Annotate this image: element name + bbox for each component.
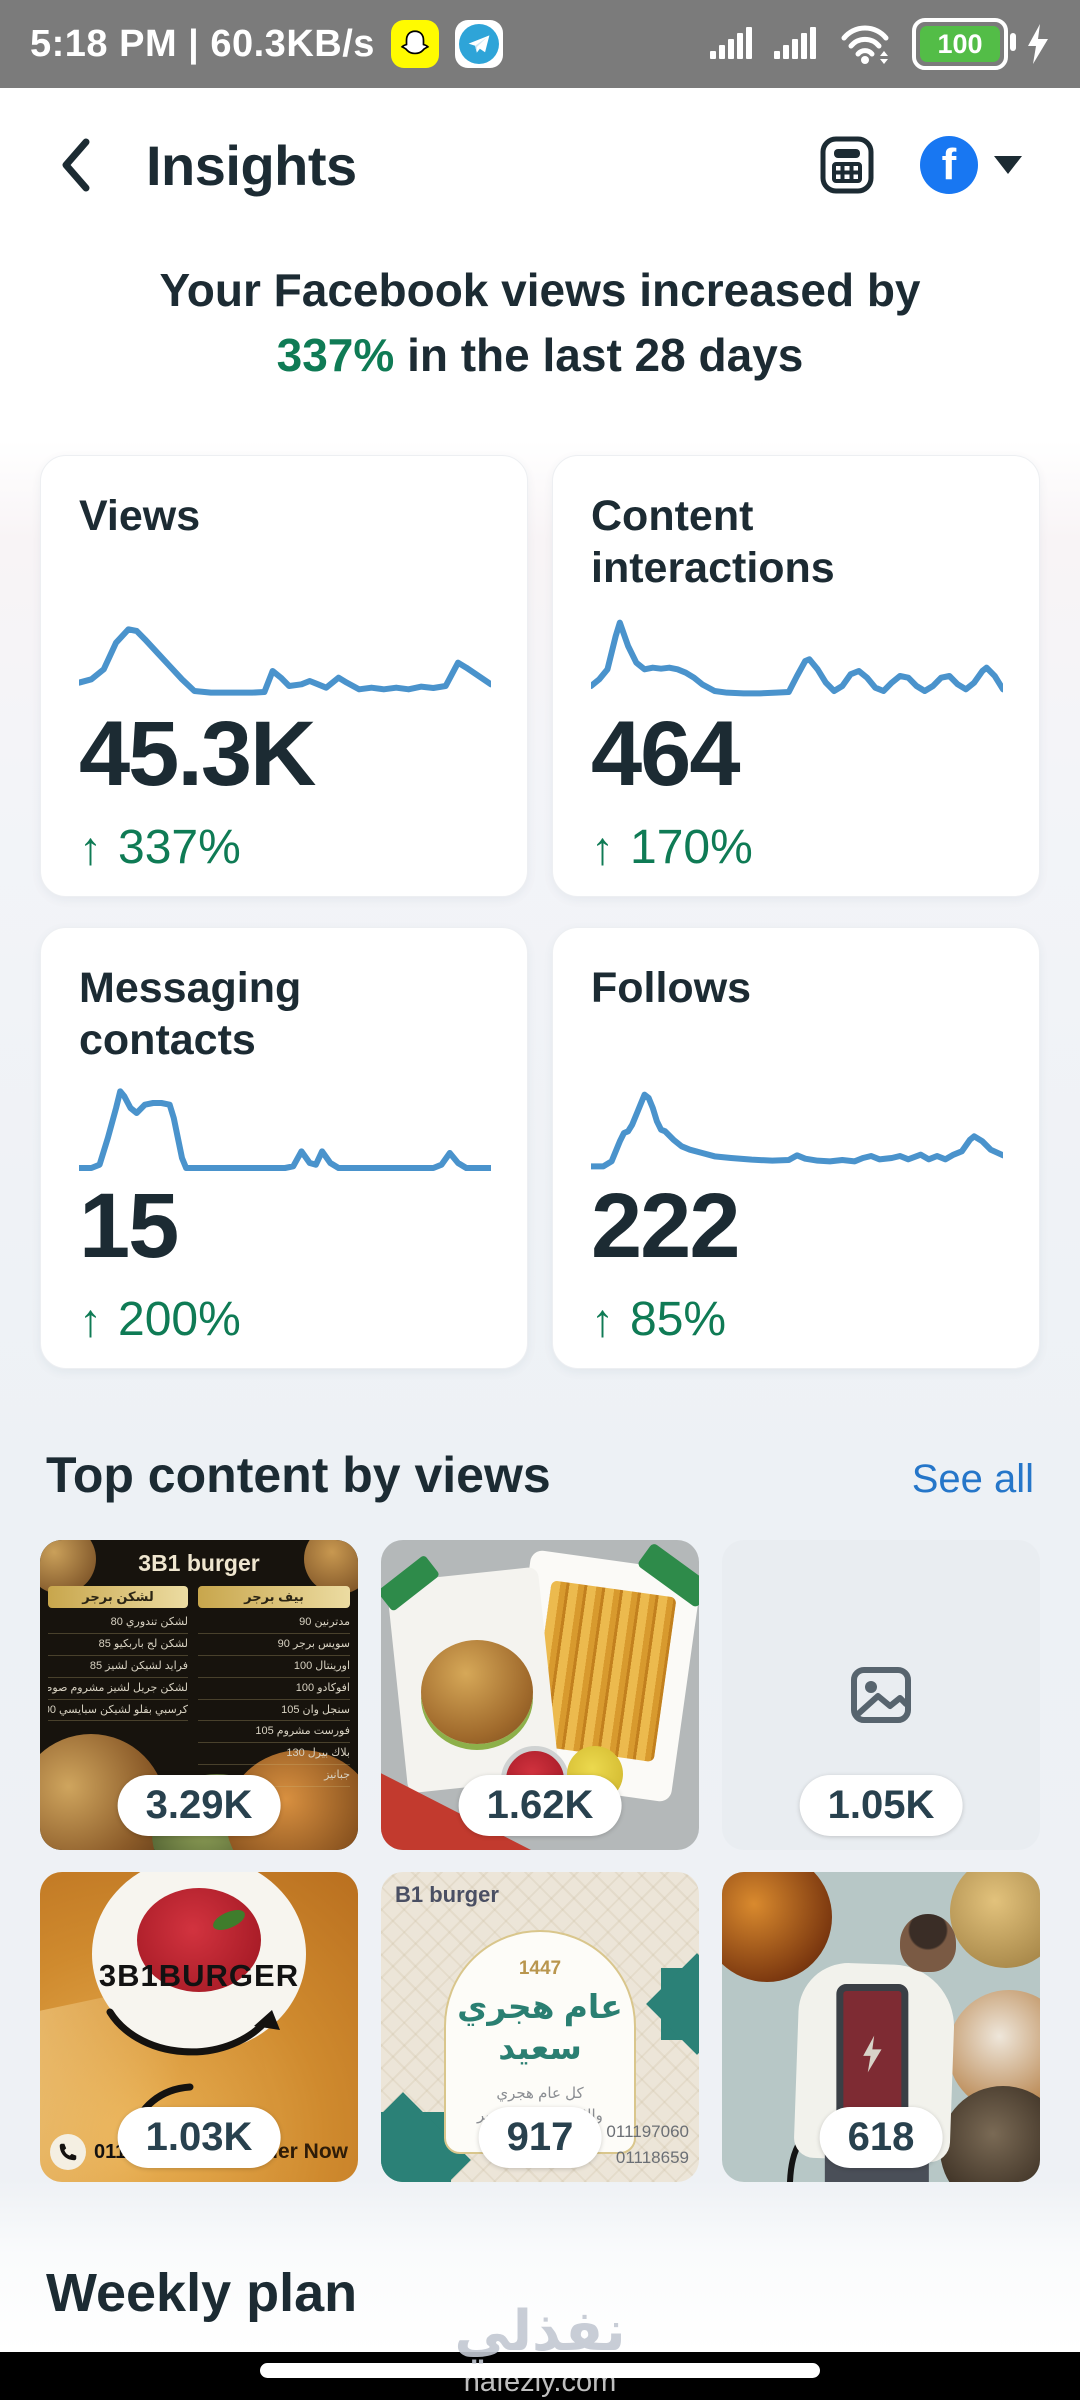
content-item-burger-fries[interactable]: 1.62K bbox=[381, 1540, 699, 1850]
metric-value: 45.3K bbox=[79, 703, 316, 805]
content-item-eid-card[interactable]: B1 burger 1447 عام هجري سعيد كل عام هجري… bbox=[381, 1872, 699, 2182]
app-header: Insights f bbox=[0, 100, 1080, 230]
phone-numbers: 011197060 01118659 bbox=[606, 2122, 689, 2167]
content-item-pizza-promo[interactable]: 3B1BURGER 01119706009 Order Now 1.03K bbox=[40, 1872, 358, 2182]
sparkline-chart bbox=[591, 1078, 1003, 1178]
content-item-menu[interactable]: 3B1 burger لشكن برجر لشكن تندوري 80 لشكن … bbox=[40, 1540, 358, 1850]
content-item-unavailable[interactable]: 1.05K bbox=[722, 1540, 1040, 1850]
top-content-grid: 3B1 burger لشكن برجر لشكن تندوري 80 لشكن … bbox=[40, 1540, 1040, 2182]
section-title: Top content by views bbox=[46, 1447, 551, 1503]
metric-title: Follows bbox=[591, 964, 752, 1012]
person-head bbox=[900, 1914, 957, 1972]
menu-title: 3B1 burger bbox=[138, 1550, 260, 1576]
see-all-link[interactable]: See all bbox=[911, 1457, 1034, 1501]
facebook-letter: f bbox=[941, 140, 957, 189]
status-right-icons: 100 bbox=[710, 18, 1050, 70]
battery-icon: 100 bbox=[912, 18, 1016, 70]
battery-level: 100 bbox=[937, 28, 983, 59]
metric-change-pct: 200% bbox=[118, 1293, 241, 1346]
menu-header: لشكن برجر bbox=[48, 1586, 188, 1608]
cell-signal-icon-2 bbox=[774, 27, 816, 59]
menu-column-right: بيف برجر مدترنين 90 سويس برجر 90 اورينتال … bbox=[198, 1586, 350, 1788]
metric-change-pct: 170% bbox=[630, 821, 753, 874]
page-title: Insights bbox=[146, 133, 357, 197]
star-decor bbox=[661, 1968, 699, 2040]
metric-card-views[interactable]: Views 45.3K ↑ 337% bbox=[40, 455, 528, 897]
views-badge: 1.05K bbox=[799, 1775, 963, 1836]
telegram-icon bbox=[454, 20, 503, 68]
menu-items: مدترنين 90 سويس برجر 90 اورينتال 100 افوكاد… bbox=[198, 1612, 350, 1788]
headline-line2: 337% in the last 28 days bbox=[50, 323, 1030, 388]
menu-column-left: لشكن برجر لشكن تندوري 80 لشكن لح باربكيو … bbox=[48, 1586, 188, 1722]
content-planner-icon[interactable] bbox=[816, 134, 878, 196]
header-actions: f bbox=[816, 134, 1022, 196]
views-badge: 3.29K bbox=[117, 1775, 281, 1836]
battery-backpack bbox=[836, 1984, 909, 2124]
image-placeholder-icon bbox=[844, 1658, 918, 1732]
metric-title: Content interactions bbox=[591, 492, 835, 593]
headline-highlight: 337% bbox=[276, 329, 395, 382]
headline-line1: Your Facebook views increased by bbox=[159, 264, 921, 316]
metric-cards-grid: Views 45.3K ↑ 337% Content interactions 4… bbox=[40, 455, 1040, 1369]
headline: Your Facebook views increased by 337% in… bbox=[50, 258, 1030, 389]
sparkline-chart bbox=[591, 606, 1003, 706]
status-bar: 5:18 PM | 60.3KB/s bbox=[0, 0, 1080, 88]
views-badge: 618 bbox=[819, 2107, 943, 2168]
account-switcher[interactable]: f bbox=[920, 136, 1022, 194]
views-badge: 1.62K bbox=[458, 1775, 622, 1836]
facebook-logo-icon: f bbox=[920, 136, 978, 194]
brand-text: B1 burger bbox=[395, 1882, 499, 1907]
phone-icon bbox=[50, 2134, 86, 2170]
back-chevron-icon[interactable] bbox=[58, 136, 94, 194]
wifi-icon bbox=[841, 25, 889, 64]
top-content-header: Top content by views See all bbox=[46, 1446, 1034, 1504]
up-arrow-icon: ↑ bbox=[591, 1293, 614, 1346]
up-arrow-icon: ↑ bbox=[591, 821, 614, 874]
metric-change: ↑ 85% bbox=[591, 1292, 726, 1347]
telegram-circle bbox=[458, 24, 499, 64]
battery-fill bbox=[920, 26, 1000, 62]
metric-value: 464 bbox=[591, 703, 740, 805]
eid-greeting: عام هجري سعيد bbox=[457, 1988, 623, 2067]
views-badge: 1.03K bbox=[117, 2107, 281, 2168]
metric-title: Views bbox=[79, 492, 201, 540]
hijri-year: 1447 bbox=[518, 1958, 562, 1979]
burger bbox=[421, 1640, 533, 1744]
metric-change: ↑ 337% bbox=[79, 820, 241, 875]
snapchat-icon bbox=[390, 20, 439, 68]
eid-subtitle-1: كل عام هجري bbox=[496, 2084, 584, 2102]
headline-line2-rest: in the last 28 days bbox=[394, 329, 804, 382]
home-indicator[interactable] bbox=[260, 2363, 820, 2378]
metric-title: Messaging contacts bbox=[79, 964, 302, 1065]
menu-header: بيف برجر bbox=[198, 1586, 350, 1608]
up-arrow-icon: ↑ bbox=[79, 1293, 102, 1346]
sparkline-chart bbox=[79, 606, 491, 706]
cell-signal-icon bbox=[710, 27, 752, 59]
charging-bolt-icon bbox=[1028, 24, 1048, 64]
ketchup-bowl-decor bbox=[137, 1888, 261, 1992]
dropdown-caret-icon bbox=[994, 156, 1022, 174]
weekly-plan-title: Weekly plan bbox=[46, 2263, 358, 2323]
metric-change-pct: 85% bbox=[630, 1293, 727, 1346]
sparkline-chart bbox=[79, 1078, 491, 1178]
star-decor bbox=[381, 2112, 451, 2182]
metric-value: 222 bbox=[591, 1175, 740, 1277]
menu-items: لشكن تندوري 80 لشكن لح باربكيو 85 فرايد لش… bbox=[48, 1612, 188, 1722]
up-arrow-icon: ↑ bbox=[79, 821, 102, 874]
status-time-speed: 5:18 PM | 60.3KB/s bbox=[30, 22, 375, 65]
metric-value: 15 bbox=[79, 1175, 179, 1277]
metric-card-messaging-contacts[interactable]: Messaging contacts 15 ↑ 200% bbox=[40, 927, 528, 1369]
brand-text: 3B1BURGER bbox=[98, 1958, 300, 1993]
metric-card-content-interactions[interactable]: Content interactions 464 ↑ 170% bbox=[552, 455, 1040, 897]
views-badge: 917 bbox=[478, 2107, 602, 2168]
content-item-illustration[interactable]: 618 bbox=[722, 1872, 1040, 2182]
metric-change: ↑ 170% bbox=[591, 820, 753, 875]
metric-card-follows[interactable]: Follows 222 ↑ 85% bbox=[552, 927, 1040, 1369]
metric-change: ↑ 200% bbox=[79, 1292, 241, 1347]
metric-change-pct: 337% bbox=[118, 821, 241, 874]
